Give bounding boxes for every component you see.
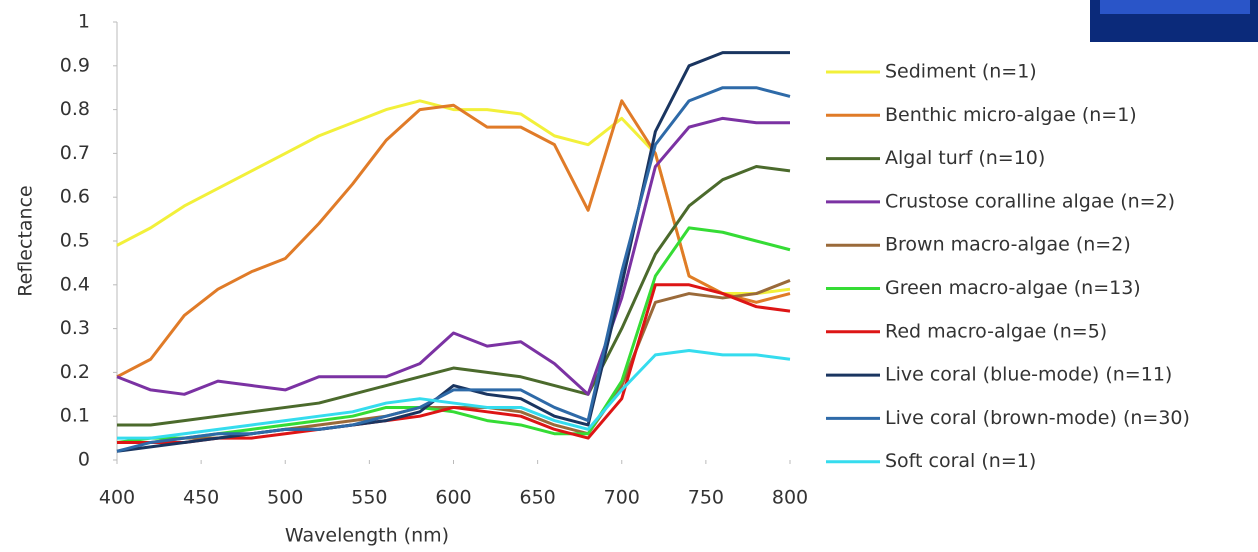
y-axis-label: Reflectance xyxy=(15,185,37,296)
legend-label: Crustose coralline algae (n=2) xyxy=(885,190,1175,212)
series-line xyxy=(116,99,791,296)
legend-label: Sediment (n=1) xyxy=(885,61,1037,83)
y-tick-label: 1 xyxy=(78,11,90,33)
x-tick-label: 600 xyxy=(435,487,471,509)
series-line xyxy=(116,86,791,453)
x-tick-label: 550 xyxy=(351,487,387,509)
series-line xyxy=(117,165,791,427)
legend-label: Live coral (brown-mode) (n=30) xyxy=(885,407,1190,429)
series-line xyxy=(116,226,791,444)
y-tick-label: 0.3 xyxy=(60,317,90,339)
legend-label: Benthic micro-algae (n=1) xyxy=(885,104,1137,126)
y-tick-label: 0.1 xyxy=(60,405,90,427)
series-line xyxy=(116,99,791,379)
x-tick-label: 800 xyxy=(772,487,808,509)
y-tick-label: 0.8 xyxy=(60,98,90,120)
series-line xyxy=(116,116,790,396)
y-tick-label: 0.4 xyxy=(60,273,90,295)
series-line xyxy=(117,279,791,444)
legend-label: Brown macro-algae (n=2) xyxy=(885,234,1131,256)
y-tick-label: 0.2 xyxy=(60,361,90,383)
legend-label: Algal turf (n=10) xyxy=(885,147,1045,169)
x-tick-label: 650 xyxy=(519,487,555,509)
corner-thumbnail-inner xyxy=(1100,0,1250,14)
x-tick-label: 500 xyxy=(267,487,303,509)
series-line xyxy=(117,349,791,440)
y-tick-label: 0.5 xyxy=(60,230,90,252)
legend-label: Soft coral (n=1) xyxy=(885,450,1036,472)
x-tick-label: 750 xyxy=(688,487,724,509)
legend-label: Red macro-algae (n=5) xyxy=(885,320,1107,342)
x-tick-label: 700 xyxy=(604,487,640,509)
series-line xyxy=(117,283,791,444)
y-tick-label: 0.6 xyxy=(60,186,90,208)
y-tick-label: 0.9 xyxy=(60,54,90,76)
legend-label: Live coral (blue-mode) (n=11) xyxy=(885,364,1172,386)
x-axis-label: Wavelength (nm) xyxy=(285,525,449,547)
y-tick-label: 0.7 xyxy=(60,142,90,164)
x-tick-label: 450 xyxy=(183,487,219,509)
legend-label: Green macro-algae (n=13) xyxy=(885,277,1141,299)
series-line xyxy=(116,51,790,453)
y-tick-label: 0 xyxy=(78,449,90,471)
x-tick-label: 400 xyxy=(99,487,135,509)
